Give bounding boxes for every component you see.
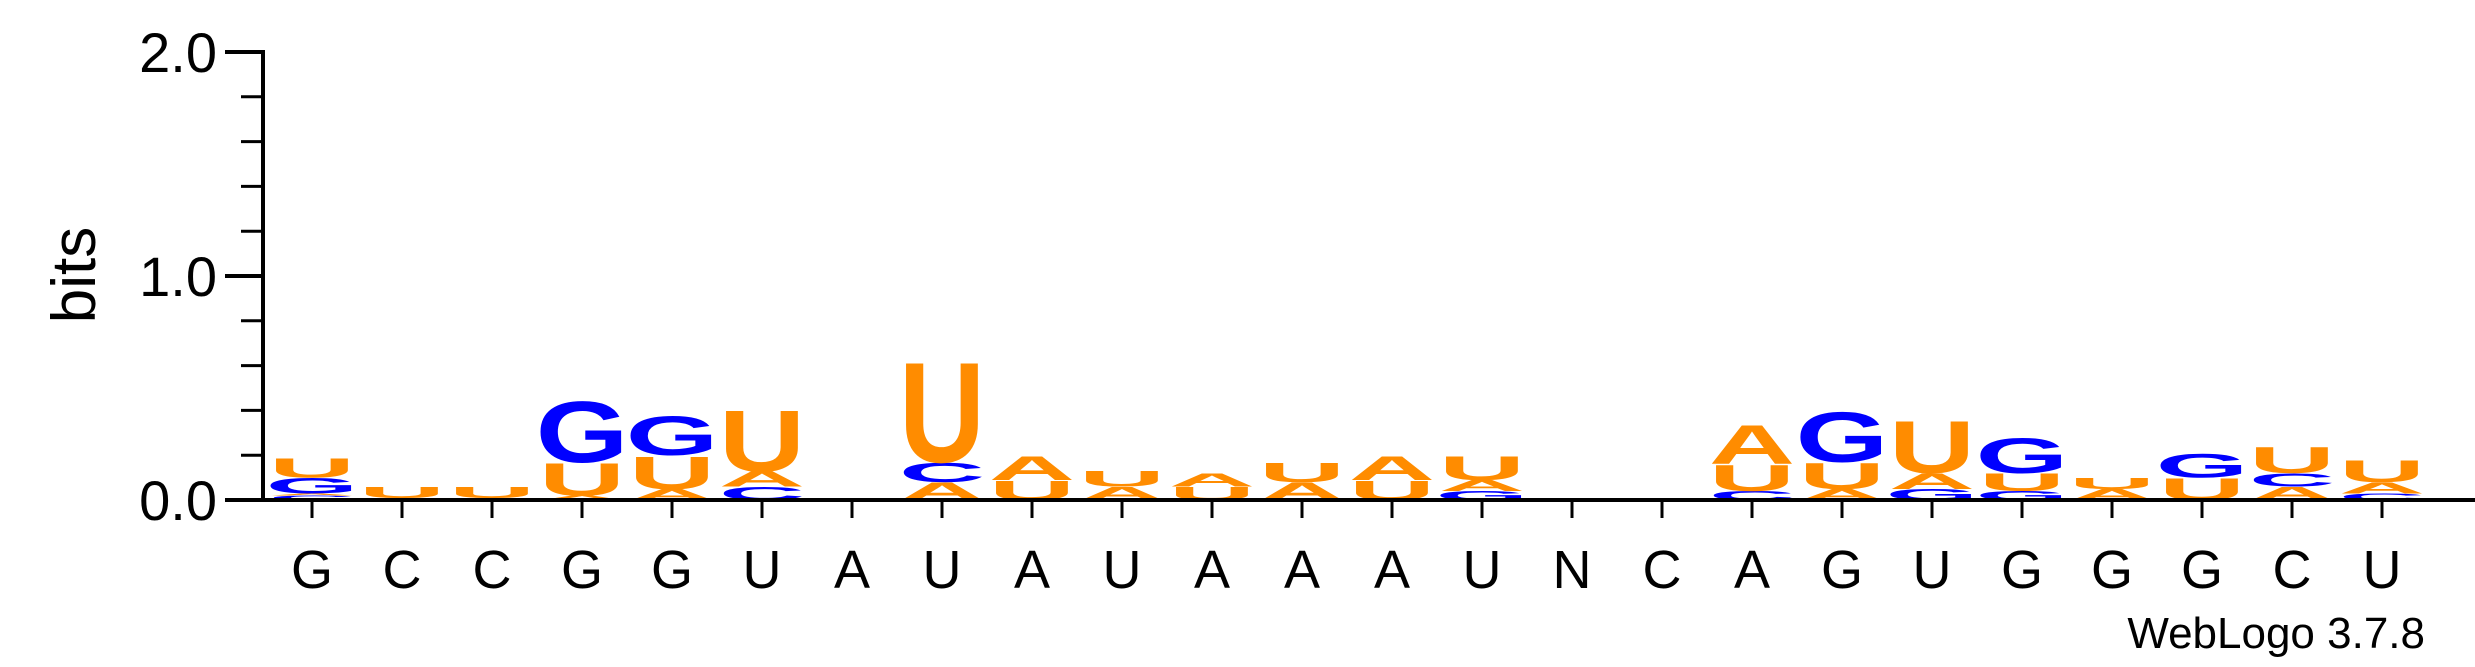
logo-letter-a: A xyxy=(1709,414,1795,476)
x-tick-label: U xyxy=(1103,540,1142,600)
weblogo-credit: WebLogo 3.7.8 xyxy=(2127,609,2425,658)
x-tick-label: G xyxy=(561,540,603,600)
x-tick-label: G xyxy=(2001,540,2043,600)
logo-letter-g: G xyxy=(536,384,629,481)
x-tick-label: A xyxy=(1284,540,1320,600)
x-tick-label: C xyxy=(2273,540,2312,600)
x-tick-label: G xyxy=(2181,540,2223,600)
logo-letter-a: A xyxy=(2339,479,2425,496)
logo-letter-u: U xyxy=(1709,457,1795,499)
logo-letter-a: A xyxy=(1889,469,1975,493)
logo-letter-g: G xyxy=(626,405,719,467)
y-tick-label: 1.0 xyxy=(139,245,217,308)
logo-glyphs: CAGUAUAUAUGAUGCAUACUUAAUUAAUUAGAUCUAAUGG… xyxy=(266,333,2426,507)
logo-letter-g: G xyxy=(1796,397,1889,477)
x-tick-label: N xyxy=(1553,540,1592,600)
logo-letter-c: C xyxy=(269,494,355,501)
logo-letter-u: U xyxy=(899,333,985,493)
y-ticks: 0.0 1.0 2.0 xyxy=(139,21,263,532)
x-tick-label: A xyxy=(1374,540,1410,600)
logo-letter-u: U xyxy=(2339,454,2425,489)
y-tick-label: 2.0 xyxy=(139,21,217,84)
x-tick-label: A xyxy=(1194,540,1230,600)
logo-letter-a: A xyxy=(719,467,805,491)
x-tick-label: A xyxy=(1734,540,1770,600)
logo-letter-g: G xyxy=(1976,429,2069,484)
logo-letter-u: U xyxy=(359,484,445,501)
x-tick-label: U xyxy=(2363,540,2402,600)
logo-letter-u: U xyxy=(539,454,625,506)
logo-letter-a: A xyxy=(989,449,1075,488)
x-tick-label: A xyxy=(834,540,870,600)
x-tick-label: G xyxy=(291,540,333,600)
logo-letter-u: U xyxy=(1799,455,1885,497)
x-tick-label: C xyxy=(473,540,512,600)
x-tick-label: A xyxy=(1014,540,1050,600)
x-tick-label: U xyxy=(1913,540,1952,600)
logo-letter-a: A xyxy=(269,493,355,496)
logo-letter-u: U xyxy=(2249,439,2335,481)
logo-letter-u: U xyxy=(629,447,715,499)
logo-letter-c: C xyxy=(2339,492,2425,502)
logo-letter-a: A xyxy=(539,494,625,501)
logo-letter-u: U xyxy=(2069,475,2155,492)
x-tick-label: G xyxy=(1821,540,1863,600)
y-axis-label: bits xyxy=(40,227,109,323)
logo-letter-c: C xyxy=(2249,470,2335,491)
logo-letter-u: U xyxy=(1889,406,1975,489)
y-tick-label: 0.0 xyxy=(139,469,217,532)
x-tick-label: U xyxy=(1463,540,1502,600)
logo-letter-u: U xyxy=(719,393,805,490)
x-tick-label: G xyxy=(2091,540,2133,600)
logo-letter-a: A xyxy=(1349,449,1435,488)
x-tick-label: U xyxy=(743,540,782,600)
logo-letter-g: G xyxy=(266,474,359,498)
x-tick-label: U xyxy=(923,540,962,600)
logo-letter-u: U xyxy=(1979,469,2065,497)
x-tick-label: C xyxy=(383,540,422,600)
logo-letter-g: G xyxy=(2156,446,2249,485)
logo-letter-u: U xyxy=(269,452,355,483)
x-tick-label: G xyxy=(651,540,693,600)
x-tick-label: C xyxy=(1643,540,1682,600)
logo-letter-u: U xyxy=(1079,467,1165,491)
logo-letter-c: C xyxy=(899,457,985,488)
logo-letter-u: U xyxy=(1259,457,1345,488)
logo-letter-u: U xyxy=(449,484,535,501)
logo-letter-u: U xyxy=(1439,449,1525,488)
logo-letter-a: A xyxy=(1169,470,1255,491)
logo-letter-a: A xyxy=(1439,477,1525,494)
